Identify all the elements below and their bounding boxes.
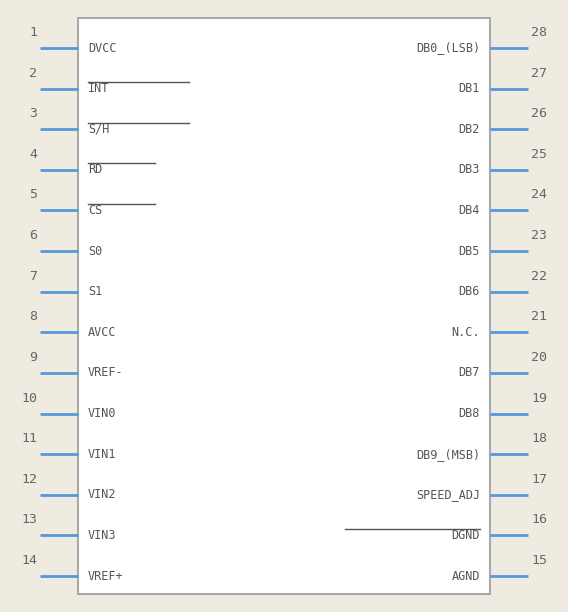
Text: 26: 26 <box>531 107 547 120</box>
Text: 22: 22 <box>531 270 547 283</box>
Text: DB3: DB3 <box>458 163 480 176</box>
Text: 15: 15 <box>531 554 547 567</box>
Text: DB8: DB8 <box>458 407 480 420</box>
Text: 20: 20 <box>531 351 547 364</box>
Text: RD: RD <box>88 163 102 176</box>
Text: VIN0: VIN0 <box>88 407 116 420</box>
Text: 1: 1 <box>29 26 37 39</box>
Text: AVCC: AVCC <box>88 326 116 339</box>
Text: INT: INT <box>88 82 110 95</box>
Text: 28: 28 <box>531 26 547 39</box>
Text: VREF+: VREF+ <box>88 570 124 583</box>
Text: 17: 17 <box>531 472 547 486</box>
Text: 25: 25 <box>531 148 547 161</box>
Text: DB5: DB5 <box>458 245 480 258</box>
Text: CS: CS <box>88 204 102 217</box>
Text: 11: 11 <box>21 432 37 445</box>
Text: 19: 19 <box>531 392 547 405</box>
Text: DB1: DB1 <box>458 82 480 95</box>
Text: N.C.: N.C. <box>452 326 480 339</box>
Text: 21: 21 <box>531 310 547 323</box>
Text: DB9_(MSB): DB9_(MSB) <box>416 447 480 461</box>
Text: VIN1: VIN1 <box>88 447 116 461</box>
Text: AGND: AGND <box>452 570 480 583</box>
Text: VIN2: VIN2 <box>88 488 116 501</box>
Text: 18: 18 <box>531 432 547 445</box>
Text: 7: 7 <box>29 270 37 283</box>
Text: VIN3: VIN3 <box>88 529 116 542</box>
Text: DVCC: DVCC <box>88 42 116 54</box>
Text: 27: 27 <box>531 67 547 80</box>
Text: 3: 3 <box>29 107 37 120</box>
Text: 4: 4 <box>29 148 37 161</box>
Text: 6: 6 <box>29 229 37 242</box>
Text: SPEED_ADJ: SPEED_ADJ <box>416 488 480 501</box>
Text: 23: 23 <box>531 229 547 242</box>
Text: VREF-: VREF- <box>88 367 124 379</box>
Text: 24: 24 <box>531 188 547 201</box>
Text: 2: 2 <box>29 67 37 80</box>
Text: 5: 5 <box>29 188 37 201</box>
Text: 16: 16 <box>531 513 547 526</box>
Text: 10: 10 <box>21 392 37 405</box>
Text: DB4: DB4 <box>458 204 480 217</box>
Bar <box>78 18 490 594</box>
Text: S0: S0 <box>88 245 102 258</box>
Text: 8: 8 <box>29 310 37 323</box>
Text: S1: S1 <box>88 285 102 298</box>
Text: S/H: S/H <box>88 123 110 136</box>
Text: DB2: DB2 <box>458 123 480 136</box>
Text: 14: 14 <box>21 554 37 567</box>
Text: DB0_(LSB): DB0_(LSB) <box>416 42 480 54</box>
Text: 9: 9 <box>29 351 37 364</box>
Text: 13: 13 <box>21 513 37 526</box>
Text: DB6: DB6 <box>458 285 480 298</box>
Text: DB7: DB7 <box>458 367 480 379</box>
Text: DGND: DGND <box>452 529 480 542</box>
Text: 12: 12 <box>21 472 37 486</box>
